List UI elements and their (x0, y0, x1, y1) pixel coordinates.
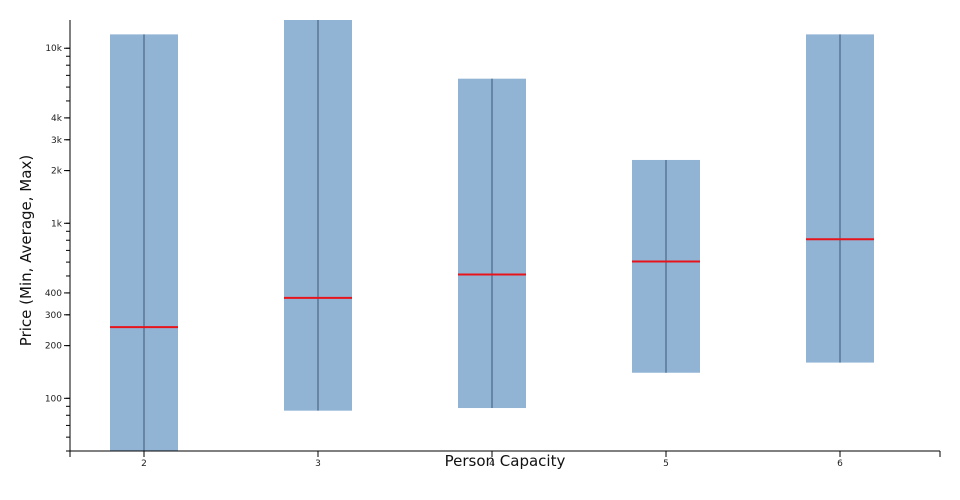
x-axis: 2 3 4 5 6 (69, 450, 941, 469)
y-tick-label: 400 (45, 289, 62, 299)
y-tick-label: 300 (45, 311, 62, 321)
y-tick-label: 200 (45, 342, 62, 352)
x-axis-title: Person Capacity (445, 452, 566, 470)
x-tick-label: 4 (489, 459, 495, 469)
x-tick-label: 5 (663, 459, 669, 469)
y-tick-label: 1k (51, 219, 63, 229)
range-bars (110, 20, 874, 451)
y-axis: 100 200 300 400 1k 2k 3k 4k 10k (45, 20, 71, 452)
y-axis-title: Price (Min, Average, Max) (17, 155, 35, 346)
y-tick-label: 100 (45, 394, 62, 404)
y-tick-label: 2k (51, 167, 63, 177)
x-tick-label: 2 (141, 459, 147, 469)
y-tick-label: 3k (51, 136, 63, 146)
y-tick-label: 4k (51, 114, 63, 124)
x-tick-label: 6 (837, 459, 843, 469)
x-tick-label: 3 (315, 459, 321, 469)
y-tick-label: 10k (45, 44, 62, 54)
